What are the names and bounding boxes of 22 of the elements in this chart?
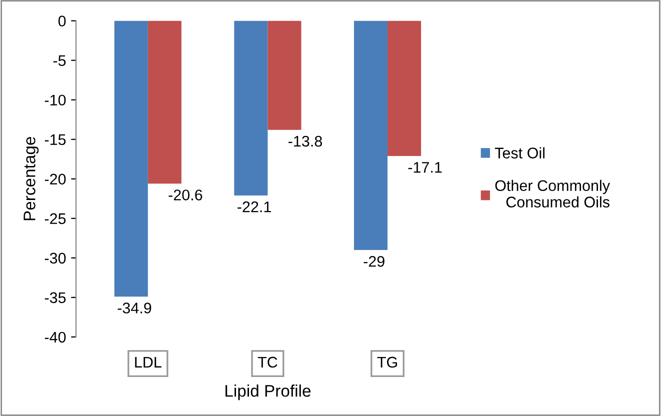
y-tick-label: -10: [44, 94, 66, 106]
x-tick-label: LDL: [135, 356, 162, 368]
y-axis-title: Percentage: [24, 136, 39, 220]
data-label: -34.9: [118, 302, 152, 314]
y-tick-label: -5: [53, 55, 66, 66]
data-label: -29: [364, 256, 384, 267]
y-tick-label: -40: [44, 332, 66, 343]
y-tick-label: -25: [44, 213, 66, 224]
data-label: -20.6: [168, 190, 202, 200]
legend-label: Test Oil: [494, 147, 544, 158]
y-tick-label: -30: [44, 252, 66, 264]
y-tick-label: -35: [44, 292, 66, 304]
y-tick-label: -20: [44, 174, 66, 185]
x-axis-title: Lipid Profile: [226, 384, 311, 400]
y-tick-label: 0: [58, 16, 66, 26]
y-tick-label: -15: [44, 134, 66, 146]
data-label: -22.1: [238, 201, 271, 212]
data-label: -13.8: [288, 136, 322, 147]
data-label: -17.1: [408, 162, 442, 173]
x-tick-label: TG: [377, 356, 397, 368]
legend-label: Other Commonly Consumed Oils: [495, 180, 610, 208]
x-tick-label: TC: [258, 356, 278, 368]
